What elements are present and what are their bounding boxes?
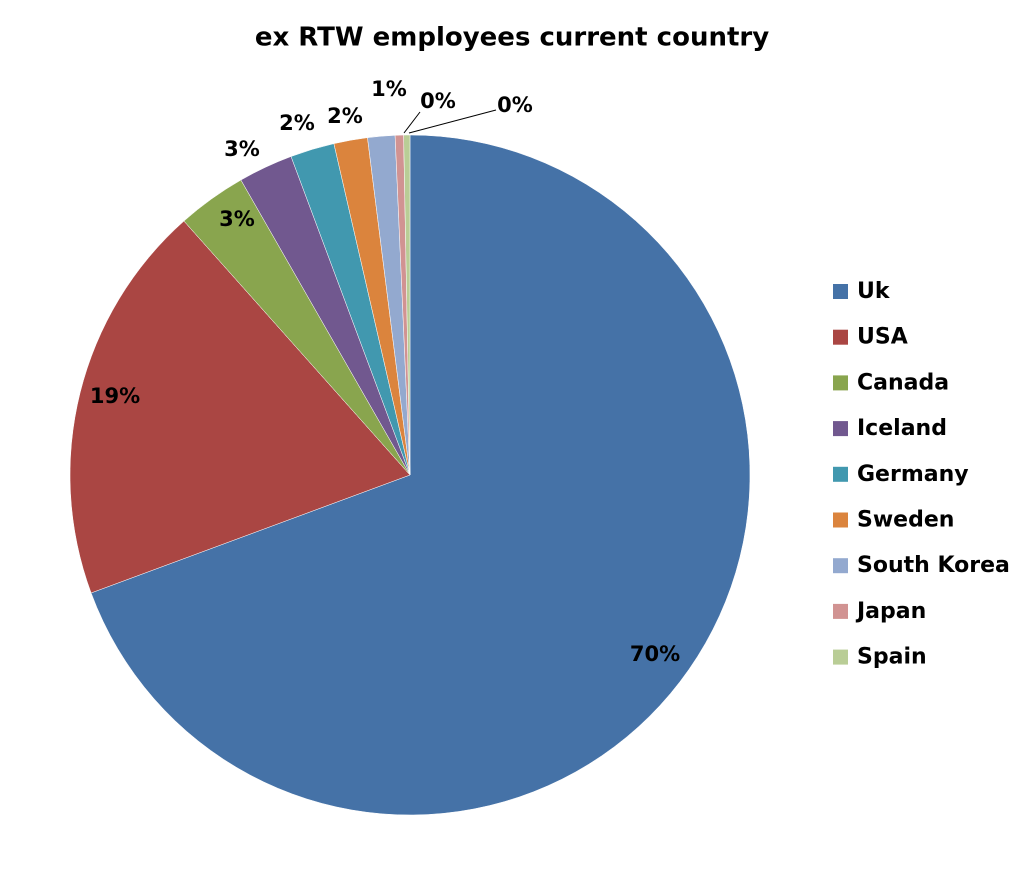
data-label: 19%: [90, 384, 140, 408]
data-label: 3%: [219, 207, 255, 231]
legend-label: Canada: [857, 370, 949, 395]
chart-title: ex RTW employees current country: [255, 23, 769, 53]
legend-swatch: [833, 558, 848, 574]
legend-label: Uk: [857, 279, 891, 304]
legend-swatch: [833, 603, 848, 619]
legend-swatch: [833, 421, 848, 437]
legend-swatch: [833, 284, 848, 299]
legend-swatch: [833, 375, 848, 391]
leader-line: [403, 111, 421, 134]
pie-slice: [90, 134, 751, 816]
legend-label: South Korea: [857, 553, 1010, 578]
legend-label: Iceland: [857, 416, 947, 441]
data-label: 3%: [224, 137, 260, 161]
data-label: 70%: [630, 642, 680, 666]
leader-line: [408, 109, 497, 134]
data-label: 1%: [371, 77, 407, 101]
legend-label: Sweden: [857, 508, 954, 533]
legend-label: Germany: [857, 462, 969, 487]
legend-label: Spain: [857, 645, 927, 670]
data-label: 0%: [420, 89, 456, 113]
pie-slice: [69, 220, 411, 594]
data-label: 0%: [497, 93, 533, 117]
legend-swatch: [833, 329, 848, 345]
legend-swatch: [833, 466, 848, 482]
legend-label: Japan: [855, 599, 926, 624]
legend-label: USA: [857, 325, 908, 350]
data-label: 2%: [327, 104, 363, 128]
legend-swatch: [833, 649, 848, 665]
legend-swatch: [833, 512, 848, 528]
pie-slice: [403, 134, 411, 476]
data-label: 2%: [279, 111, 315, 135]
